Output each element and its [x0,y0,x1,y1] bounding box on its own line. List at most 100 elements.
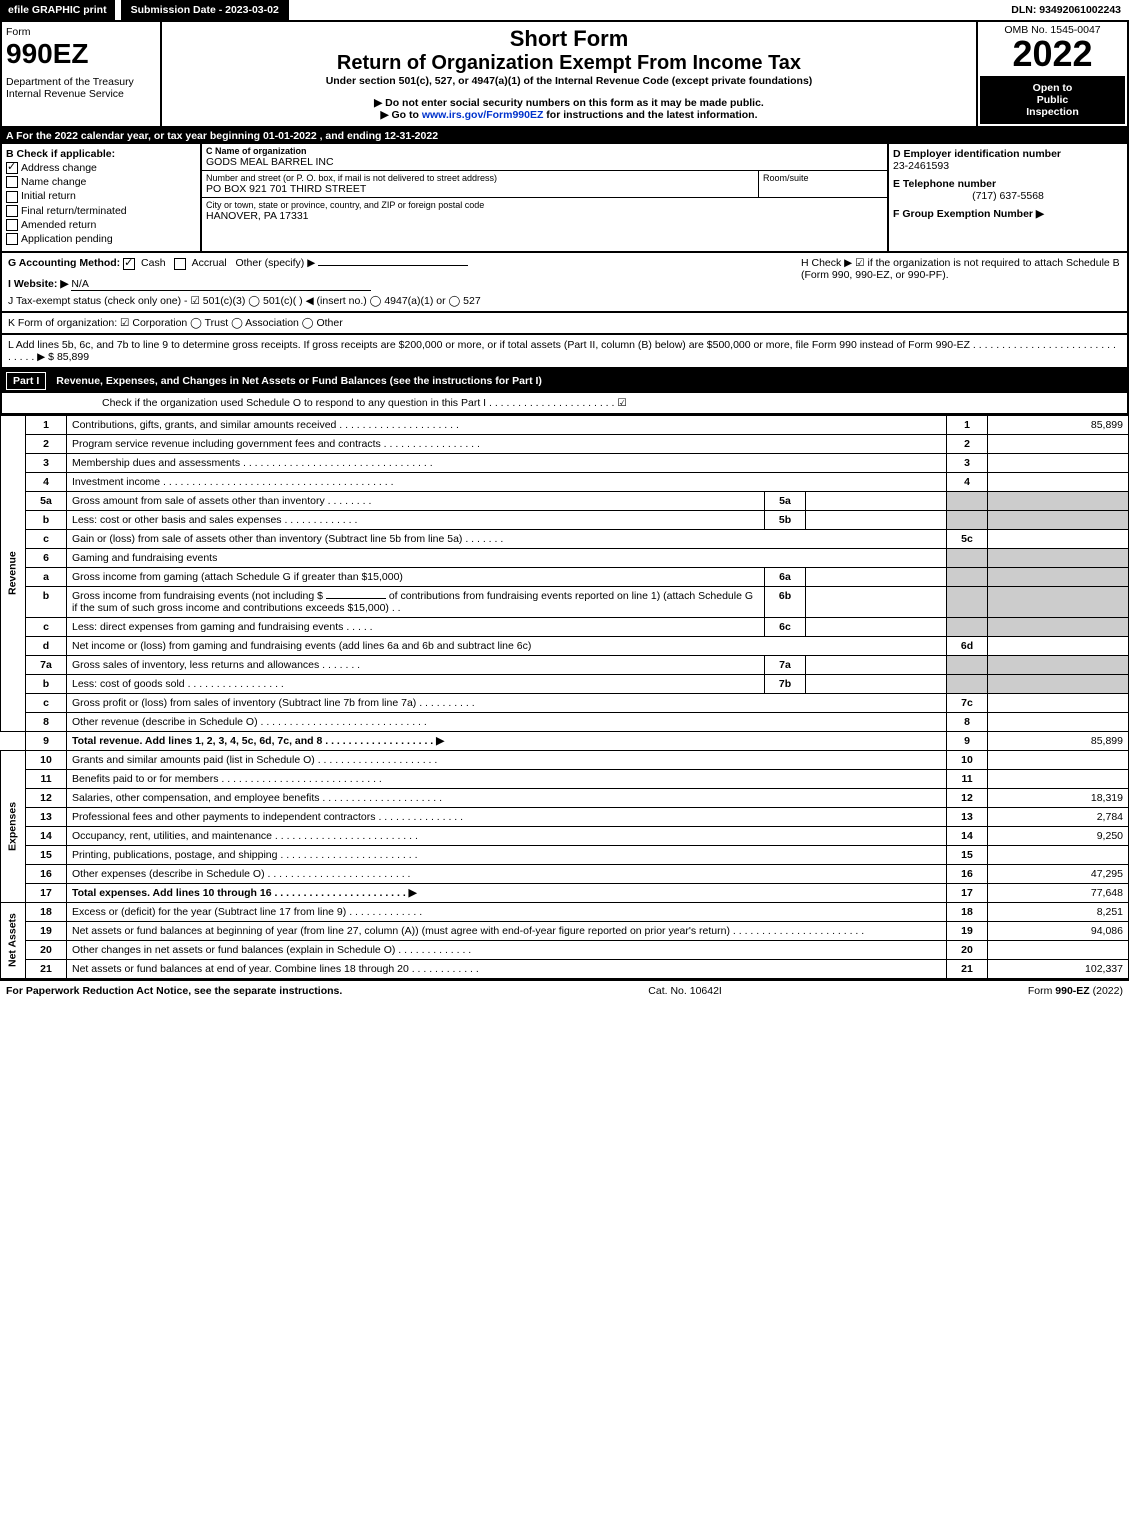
checkbox-icon [123,258,135,270]
table-row: 17 Total expenses. Add lines 10 through … [1,883,1129,902]
part1-tag: Part I [6,372,46,390]
accounting-cash: Cash [141,257,166,269]
open-public-badge: Open to Public Inspection [980,76,1125,124]
footer-mid: Cat. No. 10642I [648,985,722,997]
top-bar: efile GRAPHIC print Submission Date - 20… [0,0,1129,22]
footer-right: Form 990-EZ (2022) [1028,985,1123,997]
form-number: 990EZ [6,38,156,70]
table-row: 8 Other revenue (describe in Schedule O)… [1,712,1129,731]
form-header: Form 990EZ Department of the Treasury In… [0,22,1129,128]
header-left: Form 990EZ Department of the Treasury In… [2,22,162,126]
line-h: H Check ▶ ☑ if the organization is not r… [801,257,1121,306]
chk-amended[interactable]: Amended return [6,219,196,231]
under-section-text: Under section 501(c), 527, or 4947(a)(1)… [172,75,966,87]
accounting-accrual: Accrual [192,257,227,269]
part1-header: Part I Revenue, Expenses, and Changes in… [0,369,1129,393]
submission-date-label: Submission Date - 2023-03-02 [121,0,289,20]
goto-note: ▶ Go to www.irs.gov/Form990EZ for instru… [172,109,966,121]
section-b-label: B Check if applicable: [6,148,196,160]
efile-label[interactable]: efile GRAPHIC print [0,0,115,20]
table-row: 6 Gaming and fundraising events [1,548,1129,567]
table-row: 13 Professional fees and other payments … [1,807,1129,826]
table-row: 9 Total revenue. Add lines 1, 2, 3, 4, 5… [1,731,1129,750]
ein-label: D Employer identification number [893,148,1123,160]
table-row: 20 Other changes in net assets or fund b… [1,940,1129,959]
line-g-h: G Accounting Method: Cash Accrual Other … [0,253,1129,312]
table-row: b Gross income from fundraising events (… [1,586,1129,617]
tax-year: 2022 [980,36,1125,72]
accounting-other: Other (specify) ▶ [235,257,315,269]
dept-irs: Internal Revenue Service [6,88,156,100]
revenue-rot-label: Revenue [1,415,26,731]
open-line1: Open to [986,82,1119,94]
other-specify-blank [318,265,468,266]
checkbox-icon [6,176,18,188]
open-line2: Public [986,94,1119,106]
phone-value: (717) 637-5568 [893,190,1123,202]
table-row: 7a Gross sales of inventory, less return… [1,655,1129,674]
table-row: 12 Salaries, other compensation, and emp… [1,788,1129,807]
open-line3: Inspection [986,106,1119,118]
website-value: N/A [71,278,371,291]
line-j: J Tax-exempt status (check only one) - ☑… [8,295,801,307]
chk-name-change[interactable]: Name change [6,176,196,188]
checkbox-icon [6,162,18,174]
table-row: 3 Membership dues and assessments . . . … [1,453,1129,472]
part1-title: Revenue, Expenses, and Changes in Net As… [56,375,542,387]
footer-left: For Paperwork Reduction Act Notice, see … [6,985,342,997]
table-row: 21 Net assets or fund balances at end of… [1,959,1129,978]
return-title: Return of Organization Exempt From Incom… [172,52,966,75]
table-row: c Gross profit or (loss) from sales of i… [1,693,1129,712]
table-row: 19 Net assets or fund balances at beginn… [1,921,1129,940]
table-row: 2 Program service revenue including gove… [1,434,1129,453]
line-l-amount: 85,899 [57,351,89,363]
line-g-label: G Accounting Method: [8,257,120,269]
table-row: b Less: cost of goods sold . . . . . . .… [1,674,1129,693]
row-a-calendar-year: A For the 2022 calendar year, or tax yea… [0,128,1129,144]
c-name-label: C Name of organization [206,146,883,156]
chk-application-pending[interactable]: Application pending [6,233,196,245]
table-row: 5a Gross amount from sale of assets othe… [1,491,1129,510]
line-i-label: I Website: ▶ [8,278,68,290]
phone-label: E Telephone number [893,178,1123,190]
expenses-rot-label: Expenses [1,750,26,902]
checkbox-icon [174,258,186,270]
group-exemption-label: F Group Exemption Number ▶ [893,208,1123,220]
table-row: 14 Occupancy, rent, utilities, and maint… [1,826,1129,845]
table-row: c Gain or (loss) from sale of assets oth… [1,529,1129,548]
table-row: b Less: cost or other basis and sales ex… [1,510,1129,529]
addr-value: PO BOX 921 701 THIRD STREET [206,183,754,195]
page-footer: For Paperwork Reduction Act Notice, see … [0,979,1129,1001]
ein-value: 23-2461593 [893,160,1123,172]
dln-label: DLN: 93492061002243 [1003,0,1129,20]
line-k: K Form of organization: ☑ Corporation ◯ … [0,313,1129,335]
section-b: B Check if applicable: Address change Na… [2,144,202,251]
room-label: Room/suite [763,173,883,183]
part1-sub: Check if the organization used Schedule … [0,393,1129,415]
chk-final-return[interactable]: Final return/terminated [6,205,196,217]
form-label: Form [6,26,156,38]
addr-label: Number and street (or P. O. box, if mail… [206,173,754,183]
table-row: Expenses 10 Grants and similar amounts p… [1,750,1129,769]
table-row: 11 Benefits paid to or for members . . .… [1,769,1129,788]
line-l-text: L Add lines 5b, 6c, and 7b to line 9 to … [8,339,1116,363]
checkbox-icon [6,219,18,231]
ssn-note: ▶ Do not enter social security numbers o… [172,97,966,109]
lines-table: Revenue 1 Contributions, gifts, grants, … [0,415,1129,979]
org-name: GODS MEAL BARREL INC [206,156,883,168]
header-center: Short Form Return of Organization Exempt… [162,22,976,126]
dept-treasury: Department of the Treasury [6,76,156,88]
table-row: a Gross income from gaming (attach Sched… [1,567,1129,586]
section-bcdef: B Check if applicable: Address change Na… [0,144,1129,253]
short-form-title: Short Form [172,26,966,52]
checkbox-icon [6,205,18,217]
table-row: c Less: direct expenses from gaming and … [1,617,1129,636]
irs-link[interactable]: www.irs.gov/Form990EZ [422,109,544,121]
chk-address-change[interactable]: Address change [6,162,196,174]
checkbox-icon [6,191,18,203]
table-row: d Net income or (loss) from gaming and f… [1,636,1129,655]
line-l: L Add lines 5b, 6c, and 7b to line 9 to … [0,335,1129,369]
chk-initial-return[interactable]: Initial return [6,190,196,202]
blank-line [326,598,386,599]
header-right: OMB No. 1545-0047 2022 Open to Public In… [976,22,1127,126]
